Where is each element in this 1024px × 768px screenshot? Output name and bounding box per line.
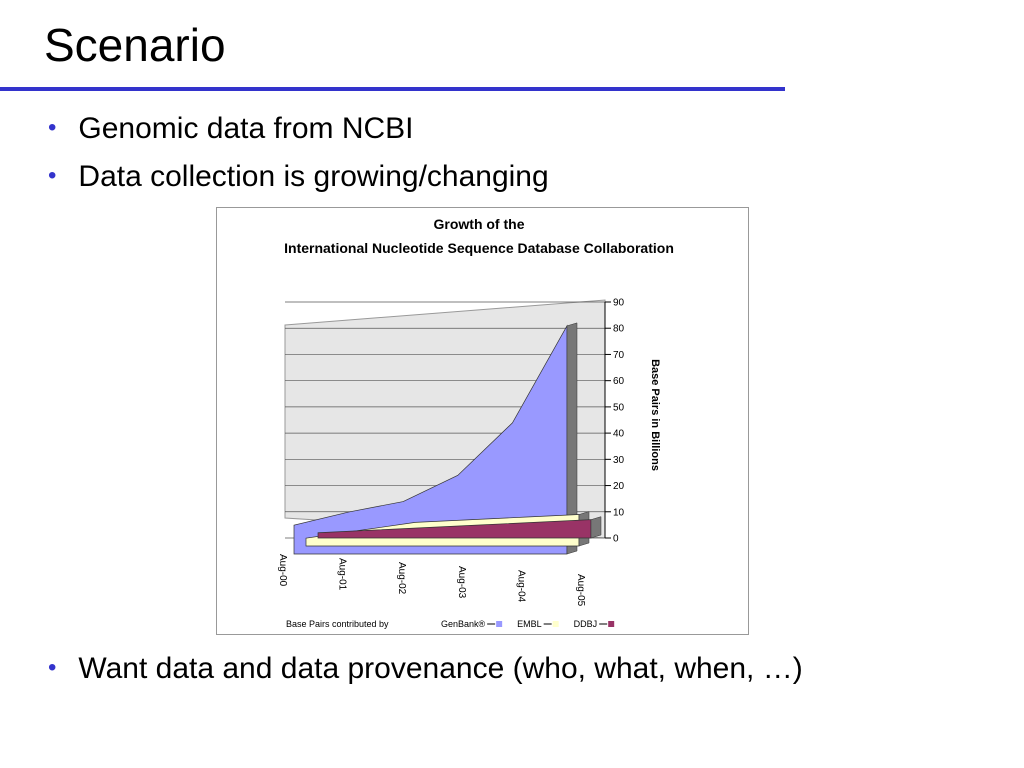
x-tick-label: Aug-00 (277, 554, 288, 587)
y-tick-label: 40 (613, 429, 625, 440)
legend-label: DDBJ (574, 619, 598, 629)
y-tick-label: 10 (613, 507, 625, 518)
bullet-text: Want data and data provenance (who, what… (78, 652, 803, 685)
y-tick-label: 70 (613, 350, 625, 361)
y-tick-label: 90 (613, 298, 625, 309)
y-tick-label: 80 (613, 324, 625, 335)
y-axis-label: Base Pairs in Billions (649, 359, 661, 471)
legend-swatch (552, 621, 559, 627)
y-tick-label: 60 (613, 376, 625, 387)
bullet-text: Genomic data from NCBI (78, 112, 414, 145)
legend-title: Base Pairs contributed by (286, 619, 389, 629)
slide-title: Scenario (44, 19, 226, 71)
bullet: • Want data and data provenance (who, wha… (48, 652, 803, 685)
legend-swatch (608, 621, 615, 627)
x-tick-label: Aug-01 (337, 558, 348, 591)
bullet: • Genomic data from NCBI (48, 112, 414, 145)
chart: Growth of the International Nucleotide S… (216, 207, 749, 635)
x-tick-label: Aug-05 (575, 574, 586, 607)
x-tick-label: Aug-04 (515, 570, 526, 603)
y-tick-label: 30 (613, 455, 625, 466)
y-tick-label: 50 (613, 402, 625, 413)
series-side (566, 322, 578, 555)
bullet-text: Data collection is growing/changing (78, 160, 549, 193)
legend-swatch (496, 621, 503, 627)
title-rule (0, 87, 785, 91)
y-tick-label: 0 (613, 534, 619, 545)
legend-label: EMBL (517, 619, 542, 629)
x-tick-label: Aug-02 (396, 562, 407, 595)
x-tick-label: Aug-03 (456, 566, 467, 599)
series-side (590, 516, 602, 539)
chart-title: Growth of the (434, 216, 525, 232)
legend-label: GenBank® (441, 619, 486, 629)
chart-title: International Nucleotide Sequence Databa… (284, 240, 674, 256)
bullet: • Data collection is growing/changing (48, 160, 549, 193)
y-tick-label: 20 (613, 481, 625, 492)
